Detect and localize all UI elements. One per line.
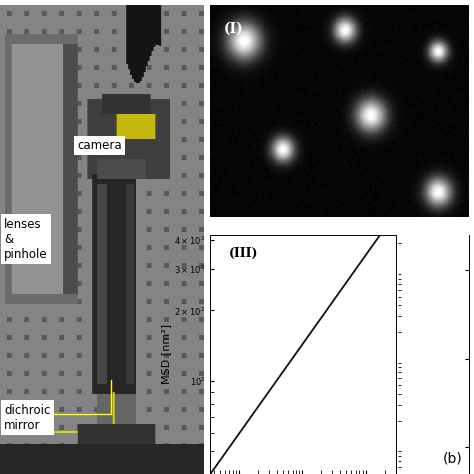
- Y-axis label: MSD [nm²]: MSD [nm²]: [161, 324, 171, 384]
- Text: (b): (b): [442, 451, 462, 465]
- Text: lenses
&
pinhole: lenses & pinhole: [4, 218, 48, 261]
- Text: dichroic
mirror: dichroic mirror: [4, 404, 50, 432]
- Text: (I): (I): [223, 22, 243, 36]
- Text: (III): (III): [229, 247, 258, 260]
- Text: camera: camera: [77, 139, 122, 152]
